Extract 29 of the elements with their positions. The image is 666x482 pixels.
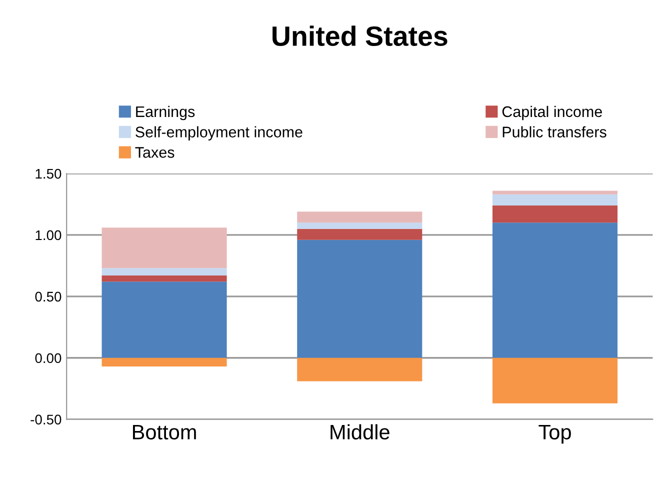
legend-label: Public transfers (502, 126, 606, 138)
y-tick-label: 0.50 (35, 292, 62, 302)
bar (297, 240, 422, 358)
bar (102, 358, 227, 366)
bar (297, 222, 422, 229)
y-tick-label: -0.50 (30, 414, 62, 425)
bar (297, 212, 422, 223)
y-tick-label: 0.00 (35, 353, 62, 364)
legend-label: Capital income (502, 106, 602, 120)
chart-title: United States (272, 26, 448, 46)
bar (492, 222, 618, 358)
bar (297, 228, 422, 240)
legend-label: Taxes (135, 147, 174, 158)
bar (102, 228, 227, 268)
bar (492, 358, 618, 404)
bar (102, 268, 227, 276)
y-tick-label: 1.00 (36, 230, 62, 240)
legend-label: Earnings (136, 106, 195, 120)
bar (492, 190, 618, 194)
bar (492, 205, 618, 223)
bar (297, 358, 422, 382)
legend-label: Self-employment income (136, 126, 302, 140)
bar (492, 194, 618, 206)
bar (102, 282, 227, 358)
x-tick-label: Top (538, 424, 571, 444)
x-tick-label: Middle (330, 424, 390, 440)
y-tick-label: 1.50 (36, 168, 62, 179)
x-tick-label: Bottom (132, 424, 196, 440)
bar (102, 276, 227, 282)
